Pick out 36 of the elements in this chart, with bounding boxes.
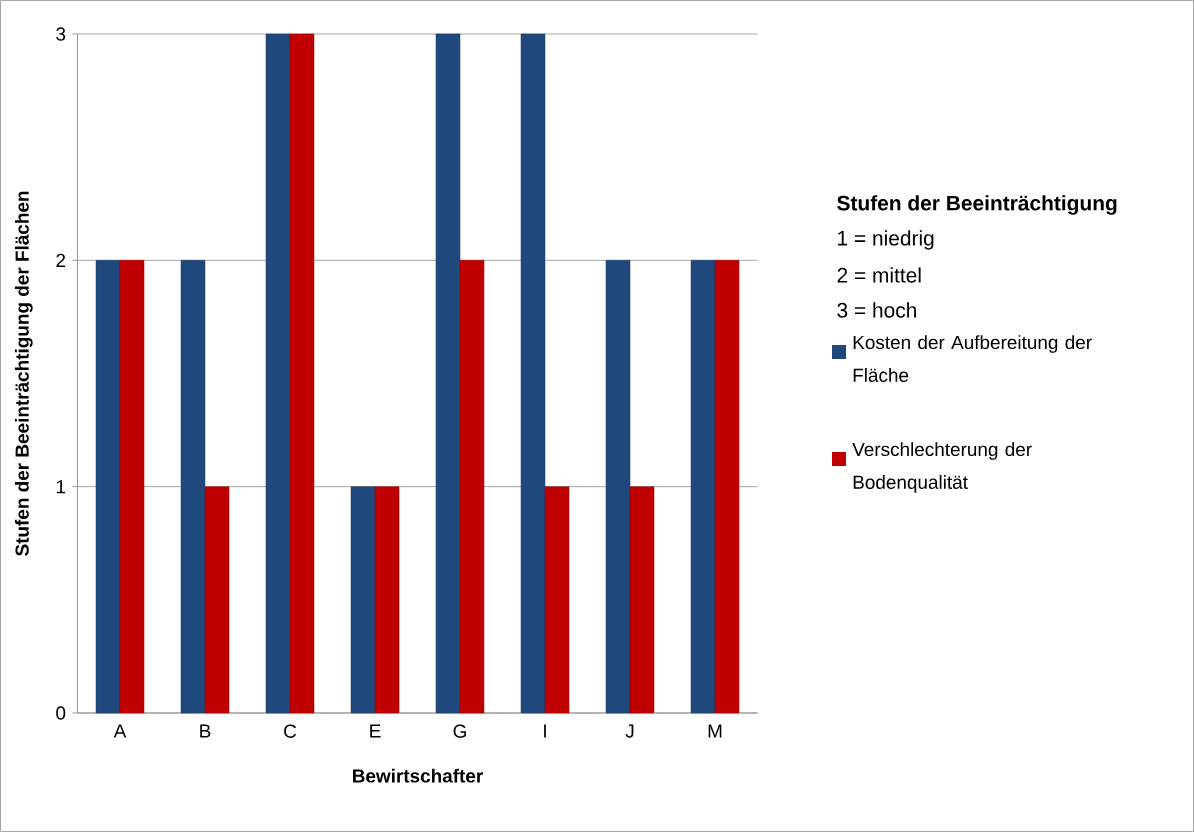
y-axis-title: Stufen der Beeinträchtigung der Flächen <box>14 191 33 556</box>
bar <box>119 260 145 714</box>
x-tick-label: A <box>113 724 127 738</box>
x-tick-label: E <box>370 724 381 738</box>
bar <box>520 33 546 714</box>
bar <box>544 486 570 714</box>
x-tick-label: J <box>625 724 634 738</box>
y-tick-label: 1 <box>56 480 66 494</box>
y-tick-label: 3 <box>56 27 66 41</box>
y-tick-label: 0 <box>56 706 66 720</box>
x-tick-label: M <box>708 724 722 738</box>
legend-label: Verschlechterung der Bodenqualität <box>852 442 1032 493</box>
x-tick-label: I <box>544 724 546 738</box>
x-tick-label: B <box>200 724 211 738</box>
bar <box>289 33 315 714</box>
x-axis-title: Bewirtschafter <box>353 768 483 783</box>
bar <box>435 33 461 714</box>
bar <box>180 260 206 714</box>
bar <box>629 486 655 714</box>
bar <box>459 260 485 714</box>
x-tick-label: C <box>284 724 297 738</box>
x-tick-label: G <box>453 724 466 738</box>
bar <box>690 260 716 714</box>
bar <box>204 486 230 714</box>
bar <box>265 33 291 714</box>
text: 3 = hoch <box>837 302 916 318</box>
legend-title: Stufen der Beeinträchtigung <box>837 195 1117 215</box>
bar <box>374 486 400 714</box>
bar <box>95 260 121 714</box>
legend-label: Kosten der Aufbereitung der Fläche <box>853 335 1092 382</box>
bar <box>350 486 376 714</box>
y-tick-label: 2 <box>56 253 66 267</box>
text: 1 = niedrig <box>838 230 934 250</box>
bar <box>605 260 631 714</box>
text: 2 = mittel <box>837 267 921 283</box>
bar <box>714 260 740 714</box>
